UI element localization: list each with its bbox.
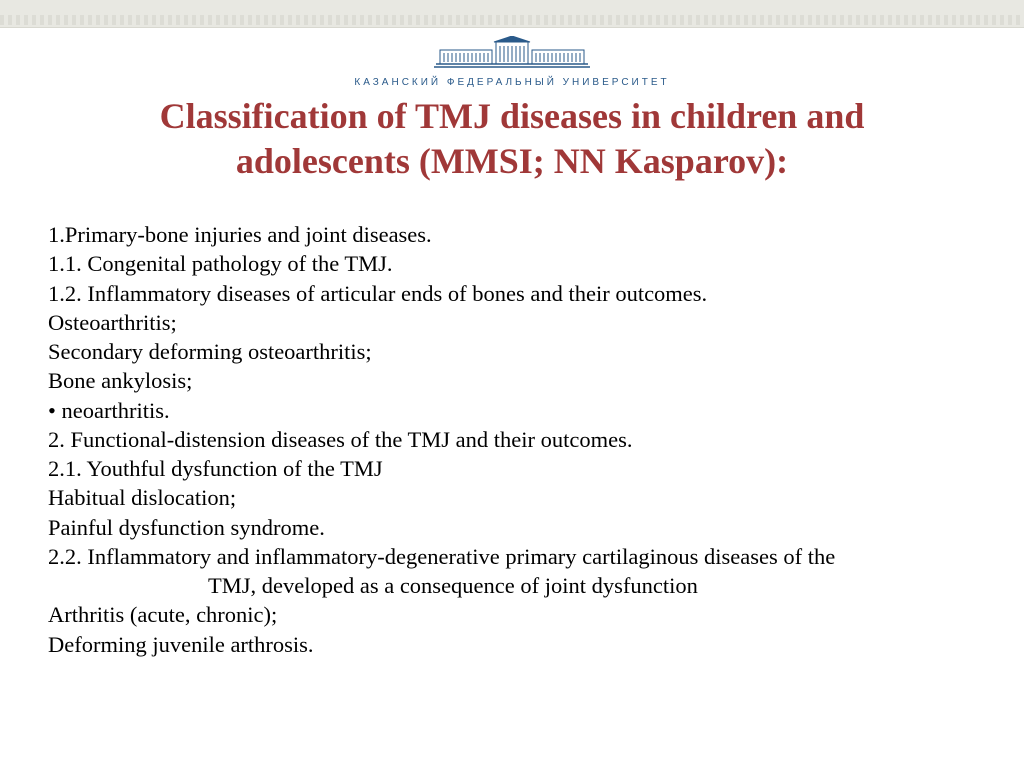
content-line: 1.2. Inflammatory diseases of articular … [48, 279, 994, 308]
slide-body: КАЗАНСКИЙ ФЕДЕРАЛЬНЫЙ УНИВЕРСИТЕТ Classi… [0, 28, 1024, 679]
university-building-icon [432, 36, 592, 70]
greek-key-pattern [0, 15, 1024, 25]
slide-title: Classification of TMJ diseases in childr… [70, 94, 954, 184]
content-line: Habitual dislocation; [48, 483, 994, 512]
decorative-top-band [0, 0, 1024, 28]
content-line: 1.1. Congenital pathology of the TMJ. [48, 249, 994, 278]
content-line: Arthritis (acute, chronic); [48, 600, 994, 629]
content-line: 2.1. Youthful dysfunction of the TMJ [48, 454, 994, 483]
university-name: КАЗАНСКИЙ ФЕДЕРАЛЬНЫЙ УНИВЕРСИТЕТ [30, 77, 994, 88]
content-line: 2.2. Inflammatory and inflammatory-degen… [48, 542, 994, 571]
content-line: Osteoarthritis; [48, 308, 994, 337]
content-line: • neoarthritis. [48, 396, 994, 425]
university-logo-area: КАЗАНСКИЙ ФЕДЕРАЛЬНЫЙ УНИВЕРСИТЕТ [30, 36, 994, 88]
content-line: 1.Primary-bone injuries and joint diseas… [48, 220, 994, 249]
content-line: Bone ankylosis; [48, 366, 994, 395]
content-line: 2. Functional-distension diseases of the… [48, 425, 994, 454]
content-line: Secondary deforming osteoarthritis; [48, 337, 994, 366]
content-line: Painful dysfunction syndrome. [48, 513, 994, 542]
content-line-continuation: TMJ, developed as a consequence of joint… [48, 571, 994, 600]
content-line: Deforming juvenile arthrosis. [48, 630, 994, 659]
slide-content: 1.Primary-bone injuries and joint diseas… [30, 220, 994, 659]
